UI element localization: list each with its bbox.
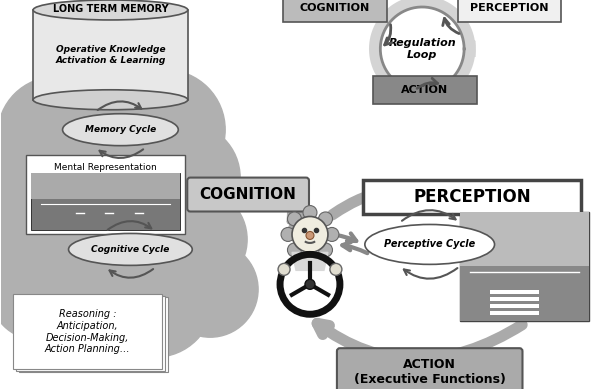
Text: Mental Representation: Mental Representation	[54, 163, 157, 172]
Polygon shape	[292, 252, 328, 270]
Text: Operative Knowledge
Activation & Learning: Operative Knowledge Activation & Learnin…	[55, 45, 166, 65]
Ellipse shape	[63, 114, 178, 145]
Circle shape	[318, 243, 332, 257]
Circle shape	[105, 70, 225, 190]
FancyBboxPatch shape	[489, 304, 539, 308]
Circle shape	[0, 127, 93, 243]
Circle shape	[143, 188, 247, 291]
Circle shape	[288, 243, 302, 257]
Ellipse shape	[69, 234, 192, 265]
Circle shape	[380, 7, 464, 91]
Circle shape	[303, 250, 317, 263]
FancyBboxPatch shape	[337, 348, 523, 390]
Ellipse shape	[33, 0, 188, 20]
Text: Reasoning :
Anticipation,
Decision-Making,
Action Planning…: Reasoning : Anticipation, Decision-Makin…	[45, 309, 130, 354]
Circle shape	[0, 250, 81, 339]
Ellipse shape	[33, 90, 188, 110]
Circle shape	[288, 212, 302, 226]
Text: PERCEPTION: PERCEPTION	[414, 188, 531, 206]
Circle shape	[325, 227, 339, 241]
Ellipse shape	[365, 225, 495, 264]
Text: Cognitive Cycle: Cognitive Cycle	[92, 245, 170, 254]
Text: COGNITION: COGNITION	[300, 3, 370, 13]
FancyBboxPatch shape	[489, 297, 539, 301]
Circle shape	[131, 123, 240, 232]
FancyBboxPatch shape	[458, 0, 562, 22]
FancyBboxPatch shape	[373, 76, 477, 104]
Circle shape	[330, 263, 342, 275]
Circle shape	[305, 279, 315, 289]
FancyBboxPatch shape	[489, 311, 539, 315]
Text: LONG TERM MEMORY: LONG TERM MEMORY	[52, 4, 168, 14]
FancyBboxPatch shape	[13, 294, 163, 369]
FancyBboxPatch shape	[283, 0, 387, 22]
FancyBboxPatch shape	[489, 290, 539, 294]
Text: ACTION: ACTION	[401, 85, 448, 95]
Text: PERCEPTION: PERCEPTION	[470, 3, 549, 13]
Circle shape	[0, 179, 116, 299]
FancyBboxPatch shape	[19, 297, 169, 372]
Circle shape	[34, 23, 178, 167]
Text: ACTION
(Executive Functions): ACTION (Executive Functions)	[354, 358, 506, 386]
FancyBboxPatch shape	[363, 179, 582, 213]
Circle shape	[278, 263, 290, 275]
FancyBboxPatch shape	[460, 266, 589, 321]
Circle shape	[0, 77, 113, 193]
Circle shape	[51, 120, 180, 250]
Circle shape	[318, 212, 332, 226]
Circle shape	[306, 231, 314, 239]
Text: Regulation
Loop: Regulation Loop	[388, 38, 456, 60]
Circle shape	[163, 241, 258, 337]
Text: Perceptive Cycle: Perceptive Cycle	[384, 239, 476, 250]
FancyBboxPatch shape	[187, 177, 309, 211]
Circle shape	[281, 227, 295, 241]
Circle shape	[75, 179, 205, 309]
FancyBboxPatch shape	[26, 155, 185, 234]
Circle shape	[303, 206, 317, 220]
FancyBboxPatch shape	[460, 211, 589, 321]
Text: Memory Cycle: Memory Cycle	[85, 125, 156, 134]
Text: COGNITION: COGNITION	[200, 187, 297, 202]
FancyBboxPatch shape	[31, 173, 180, 230]
FancyBboxPatch shape	[460, 211, 589, 266]
Circle shape	[292, 216, 328, 252]
FancyBboxPatch shape	[16, 296, 166, 370]
Circle shape	[17, 236, 134, 352]
Circle shape	[98, 241, 213, 357]
FancyBboxPatch shape	[33, 10, 188, 100]
FancyBboxPatch shape	[31, 173, 180, 199]
